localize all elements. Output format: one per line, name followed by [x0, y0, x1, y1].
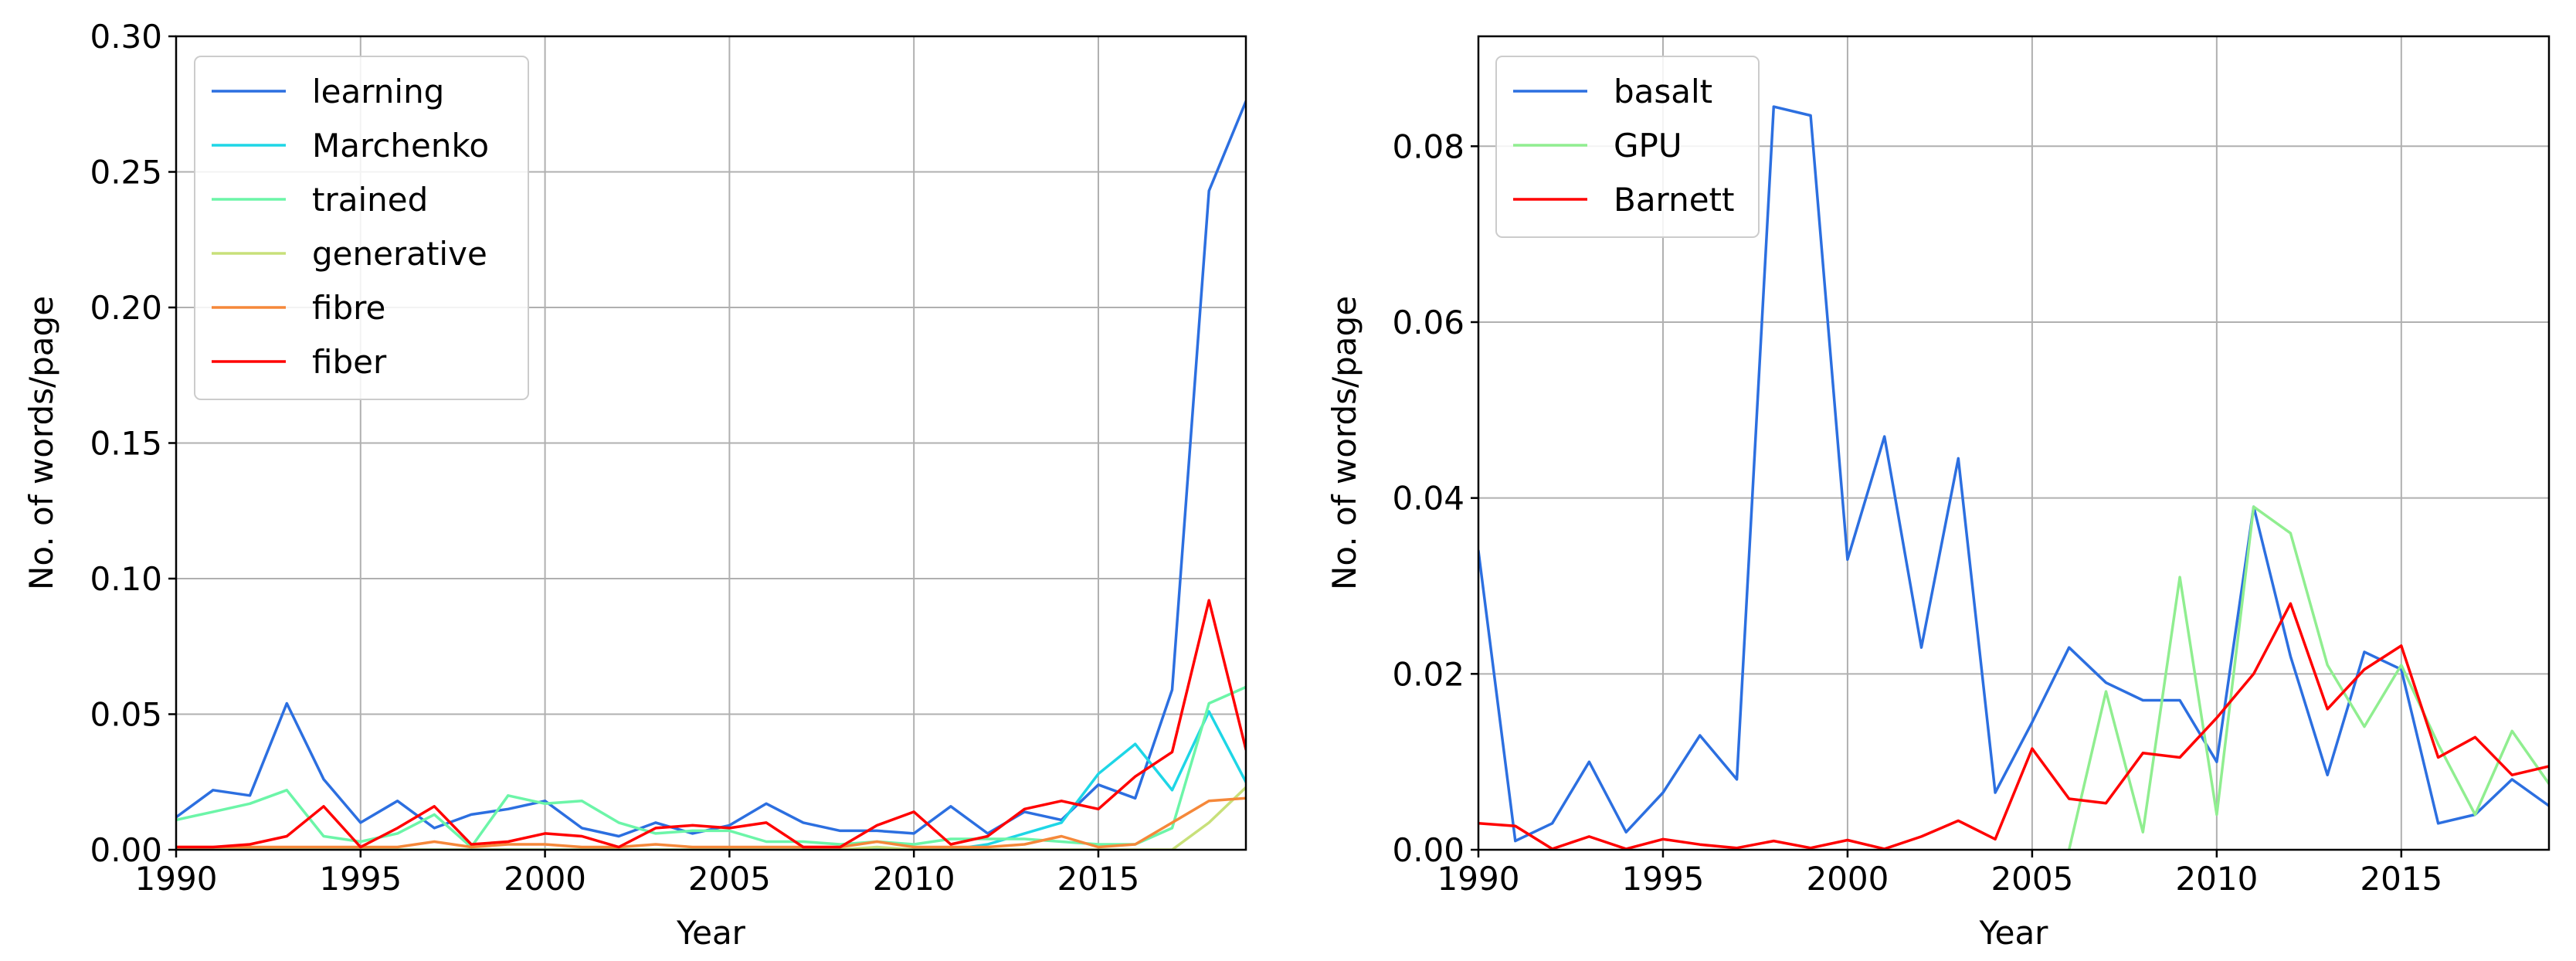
series-group — [1478, 105, 2549, 850]
y-axis-label: No. of words/page — [22, 296, 60, 590]
y-tick-label: 0.30 — [90, 18, 162, 56]
x-tick-label: 1995 — [1622, 860, 1705, 898]
y-tick-label: 0.04 — [1392, 480, 1464, 518]
series-line-fibre — [176, 796, 1246, 849]
legend: basalt GPU Barnett — [1495, 56, 1760, 238]
y-tick-label: 0.15 — [90, 425, 162, 463]
series-line-basalt — [1478, 105, 2549, 843]
legend-label-marchenko: Marchenko — [312, 127, 489, 165]
x-tick-label: 1990 — [135, 860, 218, 898]
y-tick-label: 0.00 — [90, 831, 162, 869]
series-line-fiber — [176, 599, 1246, 849]
y-tick-label: 0.10 — [90, 560, 162, 598]
legend-box — [1495, 56, 1760, 238]
y-tick-label: 0.06 — [1392, 304, 1464, 341]
series-line-barnett — [1478, 602, 2549, 850]
legend-label-fiber: fiber — [312, 343, 387, 381]
y-tick-label: 0.02 — [1392, 655, 1464, 693]
series-line-gpu — [2067, 505, 2549, 850]
y-axis-label: No. of words/page — [1325, 296, 1363, 590]
legend-label-learning: learning — [312, 73, 444, 110]
x-tick-label: 1990 — [1437, 860, 1520, 898]
legend: learning Marchenko trained generative fibre f… — [194, 56, 529, 400]
x-tick-label: 2010 — [873, 860, 955, 898]
legend-label-generative: generative — [312, 235, 487, 273]
series-group — [176, 100, 1246, 850]
legend-box — [194, 56, 529, 400]
x-tick-label: 2000 — [504, 860, 586, 898]
x-tick-label: 2000 — [1806, 860, 1889, 898]
y-tick-label: 0.20 — [90, 289, 162, 327]
x-tick-label: 2005 — [1991, 860, 2073, 898]
x-tick-label: 2015 — [1057, 860, 1140, 898]
x-axis-label: Year — [676, 914, 746, 952]
y-tick-label: 0.08 — [1392, 127, 1464, 165]
y-tick-label: 0.25 — [90, 154, 162, 192]
series-line-marchenko — [176, 710, 1246, 850]
plot-frame — [1477, 35, 2551, 851]
legend-label-fibre: fibre — [312, 289, 385, 327]
x-axis-label: Year — [1979, 914, 2049, 952]
right-chart-panel: 1990 1995 2000 2005 2010 2015 0.00 0.02 0.04 0.06… — [1325, 35, 2551, 952]
series-line-trained — [176, 685, 1246, 849]
y-tick-label: 0.05 — [90, 696, 162, 734]
legend-label-trained: trained — [312, 181, 428, 219]
y-tick-label: 0.00 — [1392, 831, 1464, 869]
x-tick-label: 2015 — [2360, 860, 2442, 898]
legend-label-gpu: GPU — [1614, 127, 1682, 165]
legend-label-basalt: basalt — [1614, 73, 1712, 110]
legend-label-barnett: Barnett — [1614, 181, 1734, 219]
x-tick-label: 2010 — [2175, 860, 2258, 898]
left-chart-panel: 1990 1995 2000 2005 2010 2015 0.00 0.05 0.10 0.15… — [22, 18, 1247, 952]
x-tick-label: 1995 — [319, 860, 402, 898]
x-tick-label: 2005 — [688, 860, 771, 898]
